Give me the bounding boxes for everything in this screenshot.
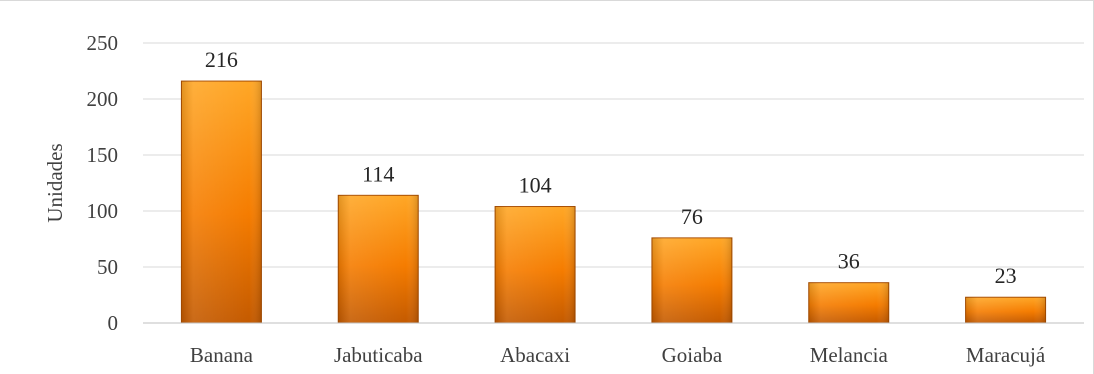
bar-shading <box>651 237 732 323</box>
bars <box>180 80 1047 324</box>
data-label: 76 <box>681 204 703 229</box>
y-tick-label: 50 <box>97 255 118 279</box>
data-label: 114 <box>362 161 394 186</box>
bar-shading <box>338 195 419 323</box>
x-tick-label: Maracujá <box>966 343 1046 367</box>
data-label: 216 <box>205 47 238 72</box>
bar-shading <box>808 282 889 323</box>
bar-shading <box>181 81 262 323</box>
bar-shading <box>965 297 1046 323</box>
data-label: 23 <box>995 263 1017 288</box>
y-axis-label: Unidades <box>43 143 67 222</box>
bar-shading <box>495 206 576 323</box>
y-tick-label: 250 <box>87 31 119 55</box>
x-tick-label: Goiaba <box>662 343 723 367</box>
y-tick-label: 0 <box>108 311 119 335</box>
y-tick-label: 100 <box>87 199 119 223</box>
data-labels: 216 114 104 76 36 23 <box>205 47 1017 288</box>
x-axis-ticks: Banana Jabuticaba Abacaxi Goiaba Melancia Mar… <box>190 343 1046 367</box>
x-tick-label: Banana <box>190 343 254 367</box>
x-tick-label: Melancia <box>810 343 889 367</box>
y-tick-label: 150 <box>87 143 119 167</box>
y-tick-label: 200 <box>87 87 119 111</box>
data-label: 104 <box>519 173 552 198</box>
x-tick-label: Abacaxi <box>500 343 570 367</box>
y-axis-ticks: 0 50 100 150 200 250 <box>87 31 119 335</box>
x-tick-label: Jabuticaba <box>334 343 423 367</box>
gridlines <box>143 42 1084 268</box>
data-label: 36 <box>838 249 860 274</box>
